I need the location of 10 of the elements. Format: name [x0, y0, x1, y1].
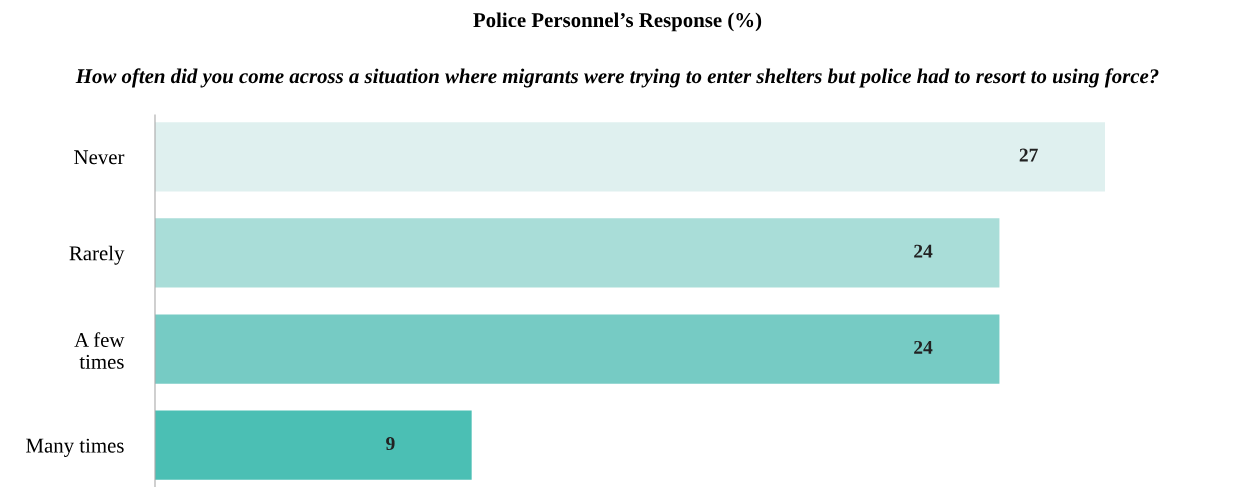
- data-label: 9: [386, 437, 395, 451]
- y-tick-label: Never: [74, 150, 125, 165]
- chart-title: Police Personnel’s Response (%): [473, 12, 762, 32]
- data-label: 27: [1019, 148, 1038, 162]
- data-label: 24: [914, 340, 933, 354]
- y-tick-label: Rarely: [69, 245, 125, 265]
- data-label: 24: [914, 244, 933, 258]
- y-tick-label: A few times: [74, 332, 125, 369]
- chart-subtitle: How often did you come across a situation where migrants were trying to enter shelters but police had to resort to using force?: [75, 68, 1159, 88]
- y-tick-label: Many times: [26, 438, 124, 457]
